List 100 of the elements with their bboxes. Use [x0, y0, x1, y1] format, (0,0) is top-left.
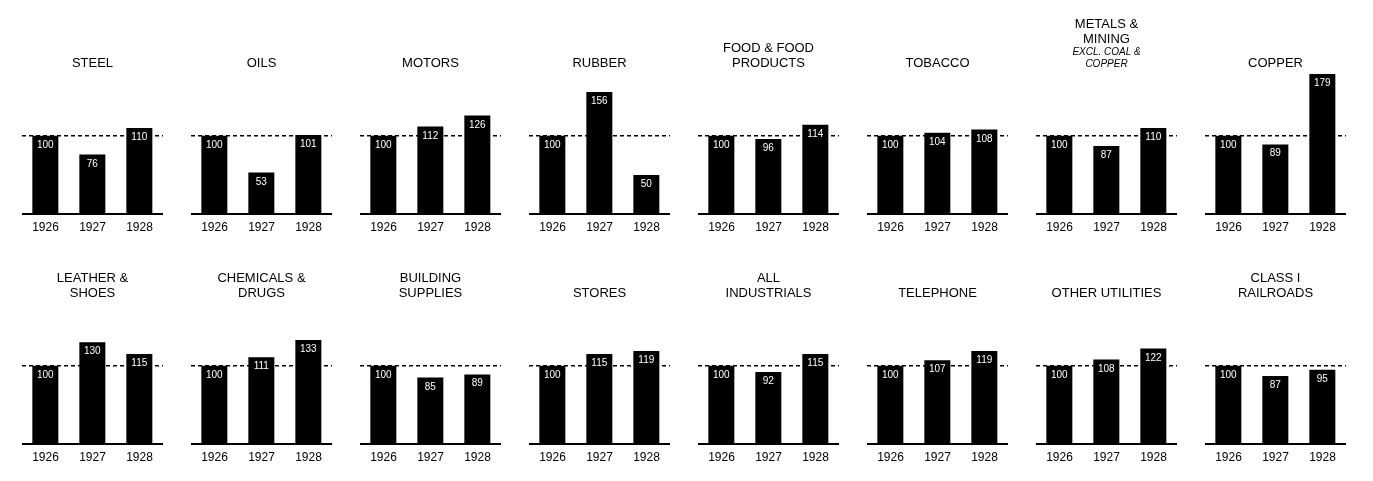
x-tick-label: 1926: [1215, 219, 1243, 234]
x-tick-label: 1928: [295, 219, 323, 234]
x-tick-label: 1928: [802, 449, 830, 464]
data-label: 100: [206, 368, 224, 380]
data-label: 100: [1220, 368, 1238, 380]
data-label: 95: [1316, 372, 1329, 384]
x-tick-label: 1926: [877, 219, 905, 234]
x-tick-label: 1926: [708, 449, 736, 464]
x-tick-label: 1928: [464, 449, 492, 464]
x-tick-label: 1927: [79, 219, 107, 234]
x-tick-label: 1927: [1262, 449, 1290, 464]
data-label: 89: [1269, 147, 1282, 159]
data-label: 101: [300, 138, 318, 150]
data-label: 156: [591, 95, 609, 107]
data-label: 100: [1220, 138, 1238, 150]
x-tick-label: 1928: [295, 449, 323, 464]
x-tick-label: 1928: [1309, 449, 1337, 464]
data-label: 100: [1051, 368, 1069, 380]
x-tick-label: 1927: [248, 449, 276, 464]
data-label: 100: [882, 368, 900, 380]
x-tick-label: 1927: [417, 219, 445, 234]
chart-title: STORES: [571, 285, 628, 300]
x-tick-label: 1926: [877, 449, 905, 464]
x-tick-label: 1926: [539, 219, 567, 234]
x-tick-label: 1926: [201, 449, 229, 464]
chart-title: METALS & MINING: [1073, 16, 1140, 46]
chart-title: COPPER: [1247, 55, 1304, 70]
x-tick-label: 1927: [1093, 219, 1121, 234]
data-label: 104: [929, 135, 947, 147]
x-tick-label: 1927: [924, 449, 952, 464]
x-tick-label: 1927: [1262, 219, 1290, 234]
x-tick-label: 1928: [464, 219, 492, 234]
x-tick-label: 1926: [1046, 449, 1074, 464]
x-tick-label: 1926: [32, 219, 60, 234]
chart-title: CHEMICALS & DRUGS: [216, 270, 307, 300]
x-tick-label: 1927: [586, 219, 614, 234]
data-label: 115: [807, 357, 824, 369]
data-label: 110: [1145, 131, 1162, 143]
data-label: 126: [469, 118, 487, 130]
data-label: 115: [131, 357, 148, 369]
data-label: 119: [976, 354, 993, 366]
x-tick-label: 1928: [1140, 219, 1168, 234]
data-label: 100: [713, 138, 731, 150]
data-label: 122: [1145, 351, 1163, 363]
x-tick-label: 1928: [1309, 219, 1337, 234]
x-tick-label: 1927: [586, 449, 614, 464]
data-label: 107: [929, 363, 947, 375]
data-label: 115: [591, 357, 608, 369]
data-label: 108: [976, 132, 994, 144]
x-tick-label: 1927: [755, 449, 783, 464]
data-label: 100: [375, 368, 393, 380]
data-label: 100: [37, 368, 55, 380]
chart-title: MOTORS: [401, 55, 460, 70]
data-label: 100: [206, 138, 224, 150]
data-label: 100: [544, 368, 562, 380]
x-tick-label: 1926: [370, 219, 398, 234]
data-label: 112: [422, 129, 439, 141]
data-label: 100: [713, 368, 731, 380]
data-label: 100: [375, 138, 393, 150]
data-label: 100: [1051, 138, 1069, 150]
data-label: 89: [471, 377, 484, 389]
x-tick-label: 1927: [924, 219, 952, 234]
data-label: 76: [86, 157, 99, 169]
data-label: 133: [300, 343, 318, 355]
x-tick-label: 1928: [971, 219, 999, 234]
chart-title: RUBBER: [571, 55, 628, 70]
data-label: 50: [640, 177, 653, 189]
data-label: 53: [255, 175, 268, 187]
chart-title: BUILDING SUPPLIES: [397, 270, 464, 300]
x-tick-label: 1928: [1140, 449, 1168, 464]
data-label: 87: [1269, 379, 1282, 391]
x-tick-label: 1927: [1093, 449, 1121, 464]
x-tick-label: 1926: [1046, 219, 1074, 234]
data-label: 96: [762, 142, 775, 154]
chart-title: OTHER UTILITIES: [1050, 285, 1163, 300]
x-tick-label: 1928: [633, 219, 661, 234]
x-tick-label: 1928: [126, 219, 154, 234]
x-tick-label: 1928: [802, 219, 830, 234]
data-label: 119: [638, 354, 655, 366]
chart-title: FOOD & FOOD PRODUCTS: [722, 40, 815, 70]
chart-title: TOBACCO: [904, 55, 971, 70]
chart-title: OILS: [245, 55, 278, 70]
data-label: 100: [882, 138, 900, 150]
data-label: 85: [424, 380, 437, 392]
chart-title: STEEL: [70, 55, 115, 70]
chart-subtitle: EXCL. COAL & COPPER: [1071, 46, 1142, 70]
x-tick-label: 1926: [708, 219, 736, 234]
data-label: 108: [1098, 362, 1116, 374]
data-label: 92: [762, 375, 775, 387]
x-tick-label: 1926: [370, 449, 398, 464]
x-tick-label: 1926: [539, 449, 567, 464]
x-tick-label: 1928: [633, 449, 661, 464]
x-tick-label: 1926: [32, 449, 60, 464]
data-label: 114: [807, 127, 824, 139]
chart-title: ALL INDUSTRIALS: [724, 270, 813, 300]
x-tick-label: 1927: [248, 219, 276, 234]
data-label: 130: [84, 345, 102, 357]
chart-title: CLASS I RAILROADS: [1236, 270, 1315, 300]
data-label: 111: [253, 360, 270, 372]
chart-title: LEATHER & SHOES: [55, 270, 130, 300]
